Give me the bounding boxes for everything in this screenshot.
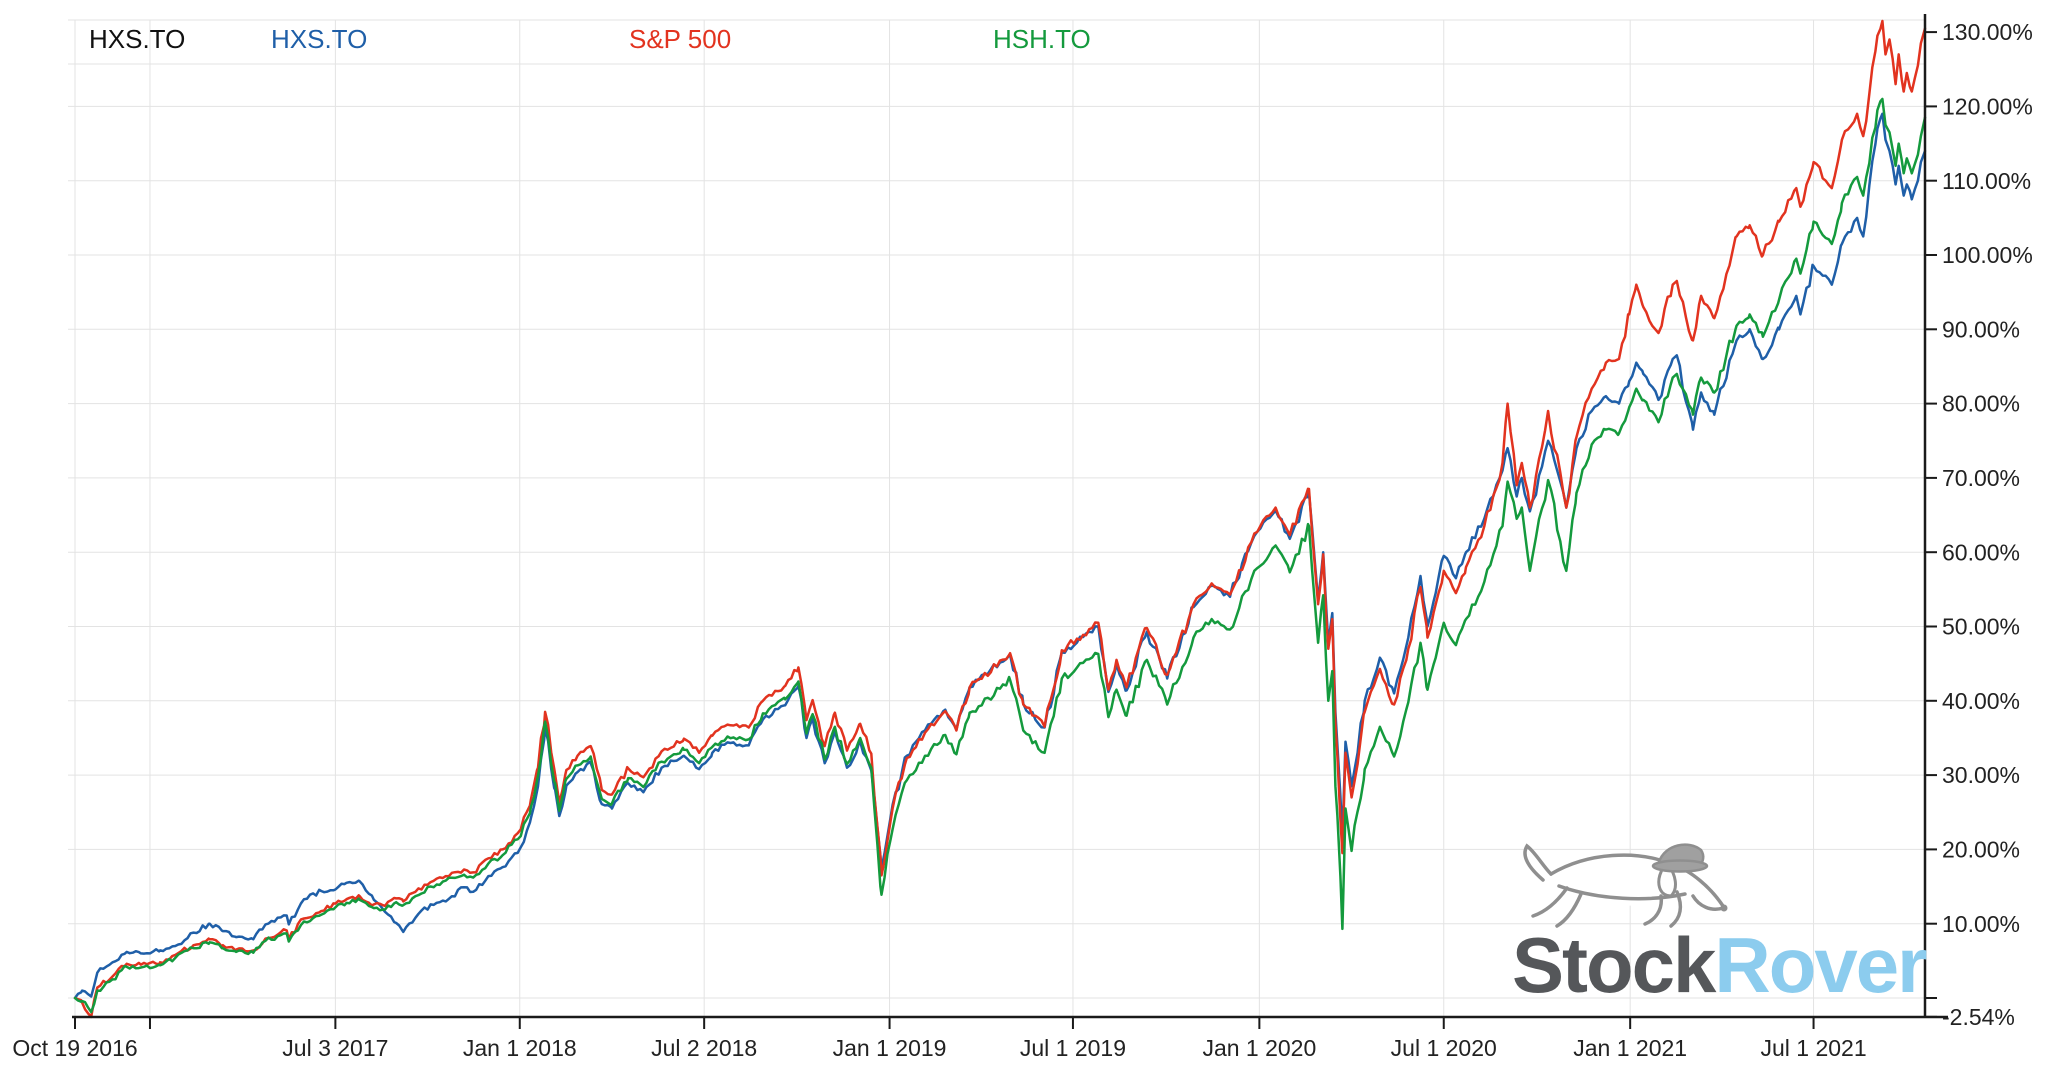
stockrover-dog-icon xyxy=(1523,843,1734,928)
x-tick-label: Jul 3 2017 xyxy=(282,1035,388,1061)
y-tick-label: 100.00% xyxy=(1942,242,2033,268)
x-tick-label: Jan 1 2019 xyxy=(833,1035,947,1061)
y-tick-label: 90.00% xyxy=(1942,316,2020,342)
y-tick-label: 110.00% xyxy=(1942,168,2031,194)
x-tick-label: Jan 1 2020 xyxy=(1202,1035,1316,1061)
x-tick-label: Jul 1 2020 xyxy=(1391,1035,1497,1061)
x-tick-label: Jul 1 2019 xyxy=(1020,1035,1126,1061)
y-tick-label: 70.00% xyxy=(1942,465,2020,491)
y-tick-label: 50.00% xyxy=(1942,614,2020,640)
y-tick-label: 120.00% xyxy=(1942,93,2033,119)
y-tick-label: 60.00% xyxy=(1942,539,2020,565)
series-line-s-p-500[interactable] xyxy=(73,19,1927,1019)
y-tick-label: 20.00% xyxy=(1942,836,2020,862)
wordmark-rover: Rover xyxy=(1714,921,1927,1009)
x-tick-label: Jul 1 2021 xyxy=(1760,1035,1866,1061)
series-line-hsh-to[interactable] xyxy=(73,97,1927,1014)
stockrover-wordmark: StockRover xyxy=(1512,926,1928,1004)
y-tick-label: 130.00% xyxy=(1942,19,2033,45)
x-tick-label: Jan 1 2018 xyxy=(463,1035,577,1061)
legend-item-0-hxs-to[interactable]: HXS.TO xyxy=(89,24,186,54)
x-tick-label: Jul 2 2018 xyxy=(651,1035,757,1061)
y-tick-label: 10.00% xyxy=(1942,911,2020,937)
y-tick-label: -2.54% xyxy=(1942,1004,2015,1030)
legend-item-1-hxs-to[interactable]: HXS.TO xyxy=(271,24,368,54)
y-tick-label: 80.00% xyxy=(1942,391,2020,417)
y-tick-label: 40.00% xyxy=(1942,688,2020,714)
x-tick-label: Oct 19 2016 xyxy=(12,1035,137,1061)
wordmark-stock: Stock xyxy=(1512,921,1716,1009)
y-tick-label: 30.00% xyxy=(1942,762,2020,788)
legend-item-2-s-p-500[interactable]: S&P 500 xyxy=(629,24,732,54)
legend-item-3-hsh-to[interactable]: HSH.TO xyxy=(993,24,1091,54)
x-tick-label: Jan 1 2021 xyxy=(1573,1035,1687,1061)
